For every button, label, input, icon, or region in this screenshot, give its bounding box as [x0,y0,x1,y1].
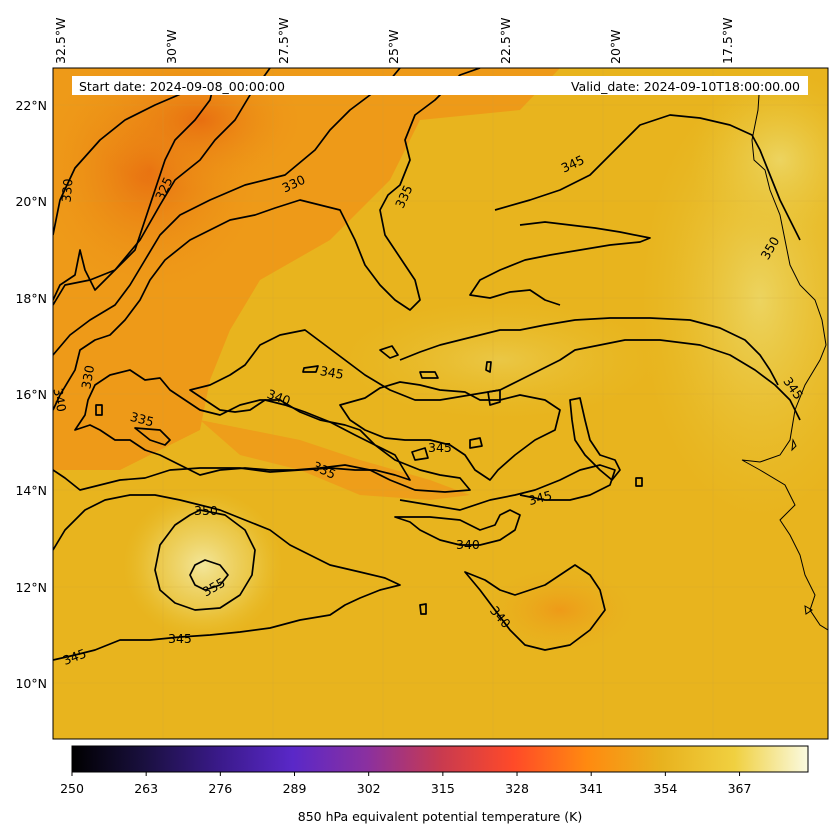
header-background [72,76,808,95]
contour-label: 350 [194,503,218,518]
contour-line [74,369,471,493]
contour-line [53,79,216,301]
contour-line [379,345,399,359]
contour-label: 340 [456,537,480,552]
colorbar-tick-label: 354 [653,781,677,796]
header-band: Start date: 2024-09-08_00:00:00 Valid_da… [72,76,808,95]
lat-tick-label: 22°N [15,98,47,113]
contour-line [53,68,401,356]
lat-tick-label: 10°N [15,676,47,691]
lat-tick-label: 16°N [15,387,47,402]
colorbar-tick-label: 367 [728,781,752,796]
lat-tick-label: 18°N [15,291,47,306]
contour-line [134,427,171,446]
contour-line [53,68,481,411]
contour-label: 340 [50,387,69,413]
contour-line [411,447,429,461]
contour-label: 345 [168,631,192,646]
contour-line [399,317,779,386]
colorbar-tick-label: 302 [357,781,381,796]
field-amber-blob [480,565,640,655]
colorbar-title: 850 hPa equivalent potential temperature… [298,809,582,824]
contour-line [339,381,561,481]
colorbar-ticks: 250 263 276 289 302 315 328 341 354 367 [60,772,751,796]
field-orange-band [200,420,470,500]
contour-label: 345 [527,487,554,508]
longitude-axis: 32.5°W 30°W 27.5°W 25°W 22.5°W 20°W 17.5… [53,18,735,64]
colorbar: 250 263 276 289 302 315 328 341 354 367 850 hPa e… [60,745,809,824]
latitude-axis: 22°N 20°N 18°N 16°N 14°N 12°N 10°N [15,98,47,691]
colorbar-tick-label: 263 [134,781,158,796]
contour-line [302,365,319,373]
colorbar-tick-label: 250 [60,781,84,796]
map-frame [52,67,829,740]
lon-tick-label: 30°W [164,29,179,64]
lon-tick-label: 25°W [386,29,401,64]
contour-label: 330 [59,178,76,203]
lon-tick-label: 27.5°W [276,18,291,64]
coastline-island-b [804,605,813,615]
colorbar-gradient [71,745,809,773]
contour-line [53,494,401,661]
contour-line [569,397,621,481]
colorbar-tick-label: 341 [579,781,603,796]
contour-line [419,603,427,615]
field-yellow-mid [340,300,660,420]
contour-line [494,114,801,241]
start-date-label: Start date: 2024-09-08_00:00:00 [79,79,285,94]
contour-line [154,509,256,611]
colorbar-tick-label: 276 [208,781,232,796]
lat-tick-label: 14°N [15,483,47,498]
contour-line [635,477,643,487]
contour-line [419,371,439,379]
contour-line [399,464,616,511]
contour-label: 330 [78,364,97,390]
lon-tick-label: 17.5°W [720,18,735,64]
lat-tick-label: 20°N [15,194,47,209]
contour-line [487,389,501,406]
contour-label: 345 [428,440,452,455]
contour-line [469,437,483,449]
lon-tick-label: 20°W [608,29,623,64]
field-yellow-east-2 [690,70,828,250]
lon-tick-label: 22.5°W [498,18,513,64]
colorbar-tick-label: 289 [283,781,307,796]
colorbar-tick-label: 328 [505,781,529,796]
coastline-island-a [791,438,797,452]
contour-line [53,329,801,491]
lon-tick-label: 32.5°W [53,18,68,64]
contour-line [394,509,521,546]
map-area [53,68,828,739]
contour-label: 335 [129,409,156,430]
contour-line [95,404,103,416]
field-warm-core-2 [90,68,310,190]
contour-label: 345 [319,363,345,382]
lat-tick-label: 12°N [15,580,47,595]
colorbar-tick-label: 315 [431,781,455,796]
contour-line [469,221,651,306]
contour-label-group: 330 330 325 335 345 350 330 340 345 335 … [50,152,806,668]
contour-line [464,564,606,651]
valid-date-label: Valid_date: 2024-09-10T18:00:00.00 [571,79,800,94]
contour-line [485,361,492,373]
contour-line [189,559,229,591]
